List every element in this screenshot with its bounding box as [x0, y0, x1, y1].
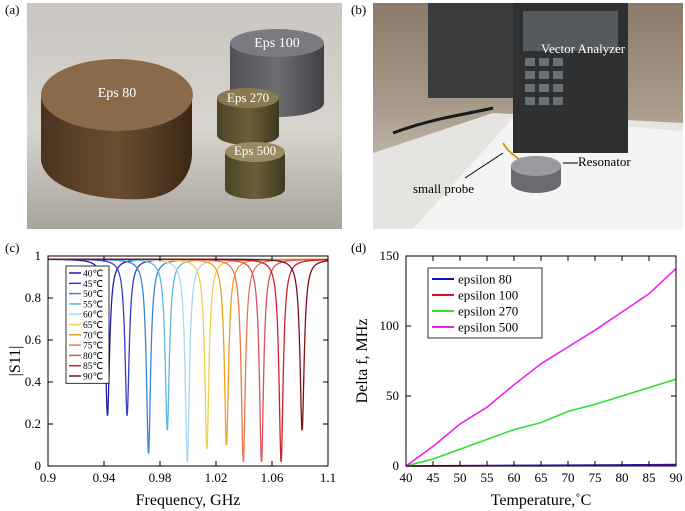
legend-label: 65℃	[83, 321, 104, 331]
legend-label: epsilon 100	[458, 288, 518, 303]
panel-label-d: (d)	[351, 240, 367, 255]
label-small-probe: small probe	[413, 181, 474, 196]
series-line-epsilon-500	[405, 268, 677, 467]
legend-label: 90℃	[83, 373, 104, 383]
legend-box-c	[65, 265, 110, 384]
label-eps100: Eps 100	[254, 36, 300, 51]
x-axis-label: Frequency, GHz	[136, 492, 241, 509]
label-resonator: Resonator	[578, 154, 631, 169]
x-tick-label: 55	[481, 470, 494, 485]
y-tick-label: 1	[35, 248, 42, 263]
series-line-85℃	[48, 258, 329, 462]
x-tick-label: 45	[427, 470, 440, 485]
legend-label: epsilon 80	[458, 272, 512, 287]
label-vector-analyzer: Vector Analyzer	[541, 41, 626, 56]
y-tick-label: 0	[393, 458, 400, 473]
x-tick-label: 1.1	[320, 470, 336, 485]
label-eps80: Eps 80	[98, 86, 137, 101]
photo-cylinders: Eps 80 Eps 100 Eps 270 Eps 500	[27, 3, 342, 229]
x-tick-label: 0.94	[93, 470, 116, 485]
x-tick-label: 50	[454, 470, 467, 485]
series-line-50℃	[48, 258, 328, 454]
setup-illustration: Vector Analyzer Resonator small probe	[373, 3, 683, 229]
x-tick-label: 60	[508, 470, 521, 485]
legend-label: 55℃	[83, 300, 104, 310]
y-tick-label: 100	[380, 318, 400, 333]
label-eps500: Eps 500	[234, 143, 276, 158]
y-tick-label: 50	[386, 388, 399, 403]
series-line-45℃	[48, 258, 328, 416]
series-line-65℃	[48, 258, 328, 450]
plot-frame-c	[47, 255, 329, 467]
series-line-40℃	[48, 258, 328, 416]
legend-label: 50℃	[83, 290, 104, 300]
label-eps270: Eps 270	[227, 90, 269, 105]
legend-label: 80℃	[83, 352, 104, 362]
x-axis-label: Temperature,˚C	[491, 492, 592, 509]
series-line-90℃	[48, 258, 329, 431]
legend-box-d	[427, 267, 543, 339]
x-tick-label: 1.06	[261, 470, 284, 485]
y-tick-label: 0.2	[25, 416, 41, 431]
y-tick-label: 150	[380, 248, 400, 263]
x-tick-label: 70	[562, 470, 575, 485]
legend-label: 60℃	[83, 311, 104, 321]
legend-label: 75℃	[83, 342, 104, 352]
y-tick-label: 0.8	[25, 290, 41, 305]
x-tick-label: 1.02	[205, 470, 228, 485]
x-tick-label: 65	[535, 470, 548, 485]
legend-label: epsilon 270	[458, 304, 518, 319]
x-tick-label: 80	[616, 470, 629, 485]
x-tick-label: 75	[589, 470, 602, 485]
panel-label-c: (c)	[5, 240, 20, 255]
x-tick-label: 0.98	[149, 470, 172, 485]
y-tick-label: 0.4	[25, 374, 42, 389]
x-tick-label: 40	[400, 470, 413, 485]
legend-label: 70℃	[83, 331, 104, 341]
legend-label: epsilon 500	[458, 320, 518, 335]
series-line-70℃	[48, 258, 329, 446]
series-line-80℃	[48, 258, 328, 462]
y-tick-label: 0.6	[25, 332, 42, 347]
series-line-55℃	[48, 258, 328, 431]
panel-label-b: (b)	[351, 2, 367, 17]
series-line-epsilon-270	[405, 378, 677, 467]
series-line-60℃	[48, 258, 329, 462]
plot-frame-d	[405, 255, 677, 467]
y-axis-label: |S11|	[7, 346, 24, 377]
x-tick-label: 90	[670, 470, 683, 485]
photo-setup: Vector Analyzer Resonator small probe	[373, 3, 683, 229]
cylinders-illustration: Eps 80 Eps 100 Eps 270 Eps 500	[27, 3, 342, 229]
panel-label-a: (a)	[5, 2, 20, 17]
x-tick-label: 85	[643, 470, 656, 485]
legend-label: 45℃	[83, 280, 104, 290]
y-axis-label: Delta f, MHz	[354, 319, 371, 404]
series-line-75℃	[48, 258, 328, 462]
x-tick-label: 0.9	[40, 470, 56, 485]
series-line-epsilon-80	[405, 463, 677, 467]
legend-label: 40℃	[83, 270, 104, 280]
legend-label: 85℃	[83, 362, 104, 372]
y-tick-label: 0	[35, 458, 42, 473]
